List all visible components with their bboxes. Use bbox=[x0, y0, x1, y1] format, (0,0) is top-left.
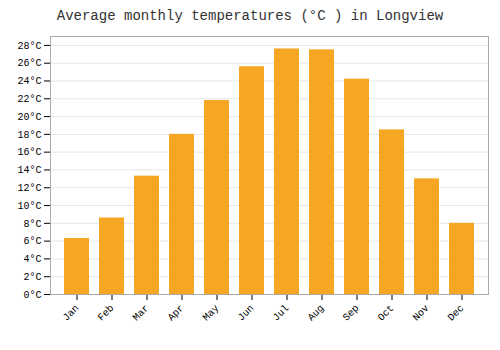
svg-text:Feb: Feb bbox=[96, 303, 117, 324]
svg-text:26°C: 26°C bbox=[17, 58, 41, 69]
svg-text:8°C: 8°C bbox=[23, 219, 41, 230]
svg-text:Jul: Jul bbox=[271, 303, 292, 324]
svg-text:22°C: 22°C bbox=[17, 94, 41, 105]
svg-text:Jun: Jun bbox=[236, 303, 257, 324]
svg-text:Apr: Apr bbox=[166, 303, 187, 324]
svg-text:12°C: 12°C bbox=[17, 183, 41, 194]
svg-text:Dec: Dec bbox=[446, 303, 467, 324]
svg-text:18°C: 18°C bbox=[17, 130, 41, 141]
svg-text:4°C: 4°C bbox=[23, 254, 41, 265]
svg-text:Nov: Nov bbox=[411, 303, 432, 324]
svg-text:Mar: Mar bbox=[131, 303, 152, 324]
html-text:Average monthly temperatures (: Average monthly temperatures (°C ) in Lo… bbox=[56, 8, 444, 24]
svg-text:2°C: 2°C bbox=[23, 272, 41, 283]
svg-text:Aug: Aug bbox=[306, 303, 327, 324]
svg-text:0°C: 0°C bbox=[23, 290, 41, 301]
svg-text:Oct: Oct bbox=[376, 303, 397, 324]
svg-text:16°C: 16°C bbox=[17, 147, 41, 158]
svg-text:24°C: 24°C bbox=[17, 76, 41, 87]
svg-text:10°C: 10°C bbox=[17, 201, 41, 212]
svg-text:Sep: Sep bbox=[341, 303, 362, 324]
svg-text:May: May bbox=[201, 303, 222, 324]
svg-text:Jan: Jan bbox=[61, 303, 82, 324]
svg-text:6°C: 6°C bbox=[23, 236, 41, 247]
svg-text:14°C: 14°C bbox=[17, 165, 41, 176]
svg-text:20°C: 20°C bbox=[17, 112, 41, 123]
svg-text:28°C: 28°C bbox=[17, 41, 41, 52]
